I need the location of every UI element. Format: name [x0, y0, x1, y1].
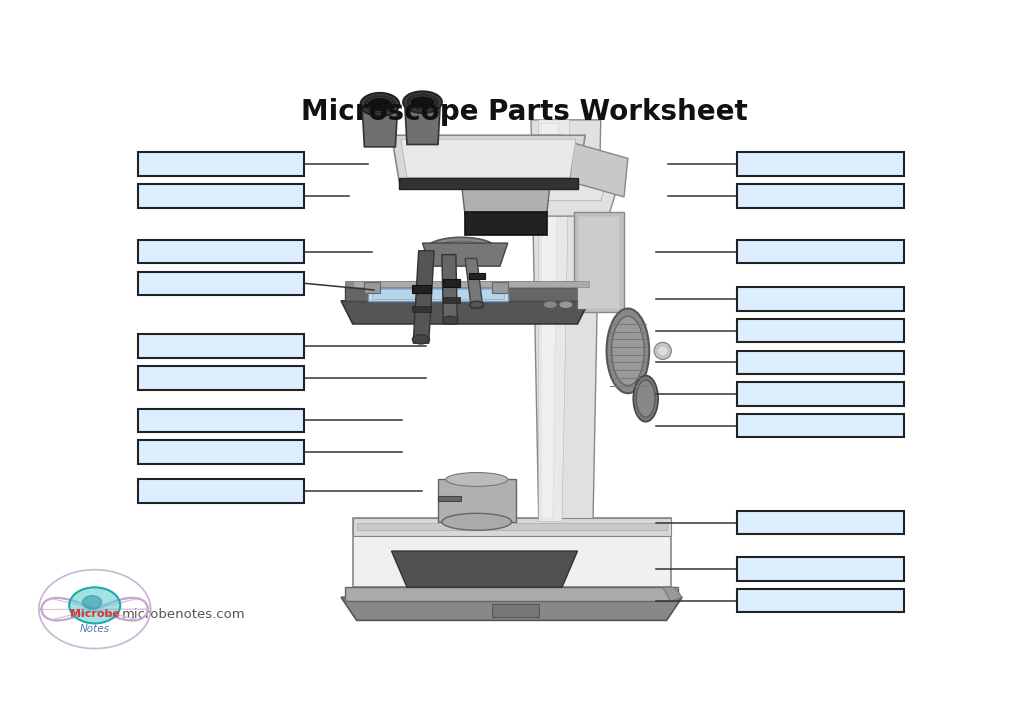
Ellipse shape: [364, 95, 396, 114]
Bar: [137, 367, 304, 390]
Bar: [137, 479, 304, 502]
Bar: [737, 153, 904, 176]
Ellipse shape: [403, 91, 442, 113]
Circle shape: [83, 596, 101, 609]
Bar: [442, 297, 460, 303]
Ellipse shape: [633, 375, 658, 422]
Bar: [413, 286, 431, 293]
Ellipse shape: [544, 301, 557, 309]
Ellipse shape: [413, 335, 429, 344]
Ellipse shape: [445, 473, 508, 487]
Polygon shape: [442, 254, 458, 324]
Text: microbenotes.com: microbenotes.com: [122, 608, 246, 621]
Polygon shape: [362, 104, 397, 147]
Polygon shape: [578, 216, 621, 309]
Polygon shape: [341, 301, 589, 324]
Polygon shape: [493, 281, 508, 293]
Polygon shape: [461, 181, 550, 216]
Polygon shape: [573, 213, 624, 312]
Ellipse shape: [657, 346, 669, 356]
Ellipse shape: [424, 237, 498, 264]
Ellipse shape: [407, 94, 438, 111]
Bar: [737, 184, 904, 208]
Ellipse shape: [368, 98, 392, 111]
Polygon shape: [400, 139, 575, 178]
Bar: [737, 240, 904, 263]
Text: Microscope Parts Worksheet: Microscope Parts Worksheet: [301, 98, 749, 127]
Polygon shape: [539, 143, 612, 201]
Bar: [137, 272, 304, 295]
Bar: [737, 511, 904, 534]
Polygon shape: [663, 587, 682, 601]
Polygon shape: [541, 124, 558, 518]
Bar: [352, 518, 671, 587]
Text: Microbe: Microbe: [70, 609, 120, 619]
Polygon shape: [391, 135, 586, 181]
Bar: [137, 153, 304, 176]
Bar: [345, 587, 678, 601]
Ellipse shape: [606, 309, 649, 393]
Polygon shape: [531, 135, 624, 216]
Polygon shape: [352, 281, 589, 287]
Bar: [737, 351, 904, 374]
Bar: [737, 414, 904, 437]
Ellipse shape: [636, 380, 655, 417]
Bar: [345, 281, 589, 287]
Polygon shape: [404, 102, 440, 145]
Polygon shape: [423, 243, 508, 266]
Polygon shape: [465, 258, 483, 309]
Bar: [413, 307, 431, 312]
Polygon shape: [399, 178, 578, 189]
Polygon shape: [365, 281, 380, 293]
Polygon shape: [391, 551, 578, 587]
Polygon shape: [465, 213, 547, 236]
Ellipse shape: [442, 316, 458, 324]
Bar: [493, 604, 539, 617]
Bar: [137, 184, 304, 208]
Bar: [737, 319, 904, 342]
Circle shape: [70, 587, 120, 623]
Bar: [345, 287, 589, 301]
Bar: [737, 589, 904, 612]
Bar: [352, 518, 671, 536]
Bar: [137, 408, 304, 432]
Ellipse shape: [654, 343, 672, 359]
Bar: [737, 382, 904, 406]
Polygon shape: [569, 143, 628, 197]
Polygon shape: [414, 251, 434, 343]
Bar: [137, 440, 304, 463]
Bar: [469, 273, 484, 279]
Bar: [737, 287, 904, 311]
Ellipse shape: [360, 93, 399, 116]
Ellipse shape: [470, 301, 483, 308]
Polygon shape: [531, 120, 601, 522]
Text: Notes: Notes: [80, 624, 110, 633]
Bar: [356, 523, 667, 529]
Ellipse shape: [559, 301, 572, 309]
Polygon shape: [369, 288, 508, 301]
Bar: [137, 335, 304, 358]
Polygon shape: [372, 289, 504, 299]
Polygon shape: [341, 597, 682, 620]
Bar: [442, 279, 460, 287]
Ellipse shape: [611, 316, 644, 385]
Bar: [737, 557, 904, 581]
Ellipse shape: [410, 96, 435, 108]
Polygon shape: [438, 496, 461, 501]
Bar: [438, 479, 515, 522]
Ellipse shape: [442, 513, 512, 530]
Bar: [137, 240, 304, 263]
Polygon shape: [539, 120, 569, 522]
Ellipse shape: [430, 241, 493, 260]
